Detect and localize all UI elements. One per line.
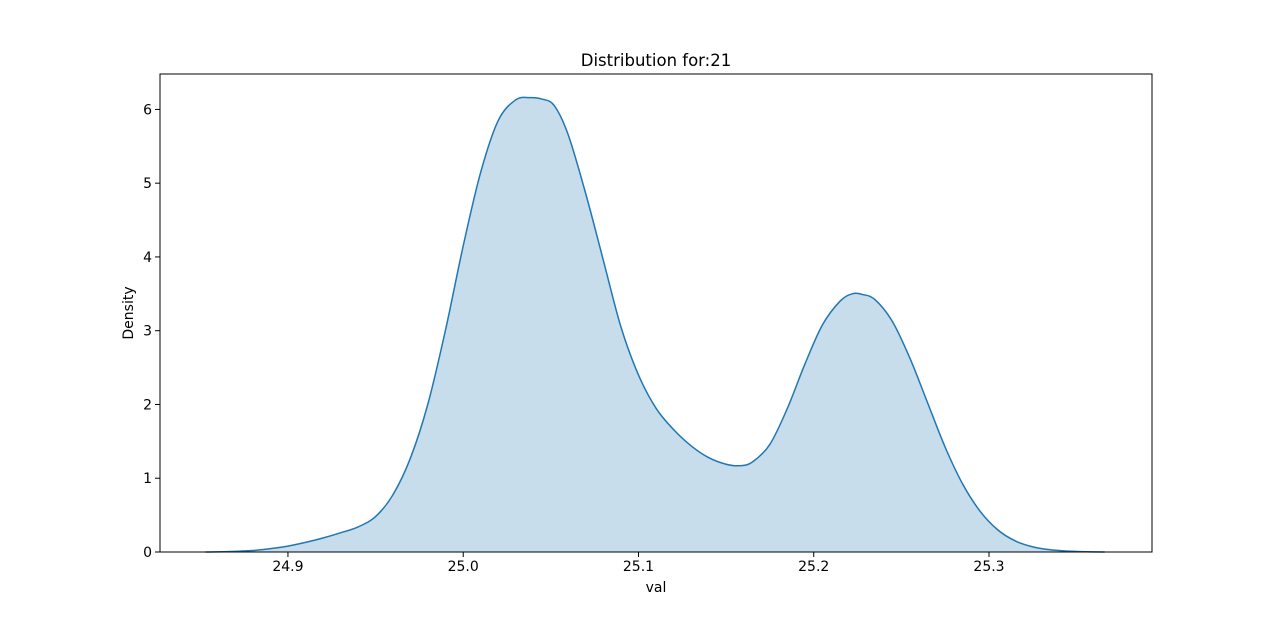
x-axis: 24.9 25.0 25.1 25.2 25.3 [272, 552, 1005, 575]
x-tick-label: 25.3 [973, 559, 1004, 575]
y-tick-label: 5 [143, 176, 152, 192]
x-tick-label: 24.9 [272, 559, 303, 575]
y-tick-label: 0 [143, 545, 152, 561]
y-tick-label: 6 [143, 102, 152, 118]
plot-frame [159, 73, 1153, 553]
density-line [205, 96, 1105, 553]
x-tick-label: 25.0 [448, 559, 479, 575]
y-axis: 0 1 2 3 4 5 6 [143, 102, 160, 561]
x-tick-label: 25.2 [798, 559, 829, 575]
y-tick-label: 1 [143, 471, 152, 487]
y-tick-label: 2 [143, 397, 152, 413]
x-axis-label: val [646, 580, 667, 596]
y-tick-label: 3 [143, 324, 152, 340]
chart-title: Distribution for:21 [581, 51, 731, 70]
y-tick-label: 4 [143, 250, 152, 266]
x-tick-label: 25.1 [623, 559, 654, 575]
density-area-fill [205, 97, 1105, 553]
y-axis-label: Density [121, 286, 137, 339]
